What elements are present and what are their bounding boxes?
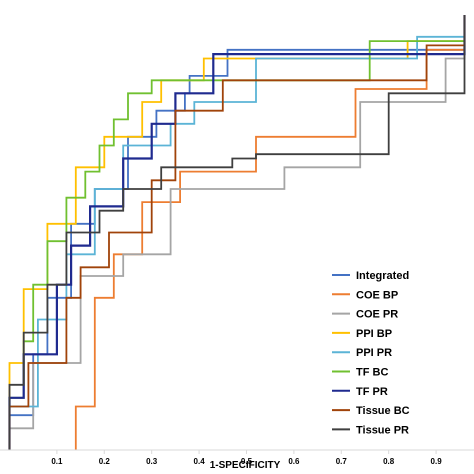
legend-label: Tissue PR [356,424,409,436]
legend: Integrated COE BP COE PR PPI BP PPI PR TF BC T… [332,270,410,436]
legend-label: PPI PR [356,347,392,359]
x-axis-title: 1-SPECIFICITY [210,460,281,471]
x-tick-label: 0.7 [336,457,348,466]
x-tick-label: 0.3 [146,457,158,466]
legend-label: TF BC [356,367,388,379]
legend-label: COE BP [356,289,398,301]
x-tick-label: 0.6 [288,457,300,466]
x-tick-label: 0.4 [194,457,206,466]
x-axis-ticks: 0.1 0.2 0.3 0.4 0.5 0.6 0.7 0.8 0.9 [51,450,442,466]
series-line-tissue-bc [8,15,466,450]
x-tick-label: 0.9 [431,457,443,466]
series-line-tf-pr [8,15,466,450]
x-tick-label: 0.8 [383,457,395,466]
legend-item: COE PR [332,309,398,321]
series-line-tissue-pr [8,15,466,450]
legend-item: PPI PR [332,347,392,359]
legend-item: TF PR [332,386,388,398]
legend-item: Integrated [332,270,409,282]
legend-label: TF PR [356,386,388,398]
legend-label: PPI BP [356,328,392,340]
legend-label: COE PR [356,309,398,321]
x-tick-label: 0.1 [51,457,63,466]
plot-area [8,15,466,450]
legend-label: Tissue BC [356,405,410,417]
series-line-coe-pr [8,15,466,450]
legend-item: Tissue BC [332,405,410,417]
legend-item: COE BP [332,289,398,301]
series-line-coe-bp [74,15,466,450]
x-tick-label: 0.2 [99,457,111,466]
legend-item: TF BC [332,367,388,379]
legend-item: Tissue PR [332,424,409,436]
series-line-ppi-pr [8,15,466,450]
legend-label: Integrated [356,270,409,282]
series-line-tf-bc [8,15,466,450]
x-tick-label: 0.5 [241,457,253,466]
legend-item: PPI BP [332,328,392,340]
